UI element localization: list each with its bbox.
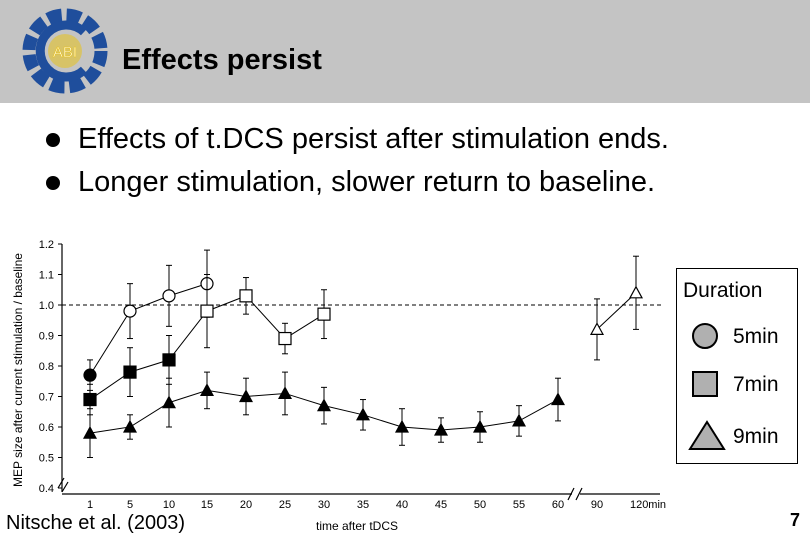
citation: Nitsche et al. (2003) bbox=[6, 512, 185, 534]
x-tick-label: 60 bbox=[552, 499, 564, 511]
data-point bbox=[162, 289, 176, 303]
data-point bbox=[199, 383, 215, 396]
x-tick-label: 15 bbox=[201, 499, 213, 511]
x-tick-label: 35 bbox=[357, 499, 369, 511]
x-tick-label: 55 bbox=[513, 499, 525, 511]
abi-logo: ABI bbox=[22, 8, 108, 94]
y-tick-label: 0.6 bbox=[39, 422, 54, 434]
y-axis-label: MEP size after current stimulation / bas… bbox=[11, 253, 25, 487]
x-tick-label: 30 bbox=[318, 499, 330, 511]
data-point bbox=[278, 331, 292, 346]
y-tick-label: 0.9 bbox=[39, 331, 54, 343]
page-title: Effects persist bbox=[122, 44, 322, 76]
data-point bbox=[83, 392, 97, 407]
x-axis: 1 5 10 15 20 25 30 35 40 45 50 55 60 90 120min bbox=[62, 487, 666, 511]
y-tick-label: 1.0 bbox=[39, 300, 54, 312]
mep-chart: 0.40.50.60.70.80.91.01.11.2 1 5 10 15 20 25 30… bbox=[11, 239, 666, 533]
chart-series bbox=[62, 249, 662, 458]
x-axis-label: time after tDCS bbox=[316, 519, 398, 533]
series-circle bbox=[83, 249, 214, 391]
x-tick-label: 40 bbox=[396, 499, 408, 511]
data-point bbox=[472, 419, 488, 433]
square-marker-icon bbox=[692, 371, 718, 397]
bullet-list: Effects of t.DCS persist after stimulati… bbox=[46, 118, 669, 204]
y-tick-label: 0.8 bbox=[39, 361, 54, 373]
bullet-dot-icon bbox=[46, 176, 60, 190]
x-tick-label: 25 bbox=[279, 499, 291, 511]
y-tick-label: 0.4 bbox=[39, 483, 54, 495]
axis-break-icon bbox=[567, 487, 583, 501]
page-number: 7 bbox=[790, 510, 801, 530]
y-tick-label: 0.5 bbox=[39, 453, 54, 465]
bullet-text: Longer stimulation, slower return to bas… bbox=[78, 166, 656, 198]
bullet-text: Effects of t.DCS persist after stimulati… bbox=[78, 123, 669, 155]
x-tick-label: 5 bbox=[127, 499, 133, 511]
x-tick-label: 50 bbox=[474, 499, 486, 511]
bullet-item: Longer stimulation, slower return to bas… bbox=[46, 161, 669, 204]
data-point bbox=[82, 425, 98, 439]
data-point bbox=[316, 398, 332, 412]
y-axis: 0.4 0.5 0.6 0.7 0.8 0.9 1.0 1.1 1.2 bbox=[39, 239, 69, 495]
y-tick-label: 1.1 bbox=[39, 270, 54, 282]
data-point bbox=[123, 304, 137, 318]
x-tick-label: 20 bbox=[240, 499, 252, 511]
data-point bbox=[433, 422, 449, 436]
legend-item-9min: 9min bbox=[677, 419, 797, 453]
data-point bbox=[317, 307, 331, 321]
logo-text: ABI bbox=[53, 44, 77, 61]
x-tick-label: 1 bbox=[87, 499, 93, 511]
data-point bbox=[589, 322, 605, 336]
x-tick-label: 90 bbox=[591, 499, 603, 511]
data-point bbox=[628, 285, 644, 299]
data-point bbox=[277, 386, 293, 400]
legend-label: 7min bbox=[733, 373, 779, 396]
legend-label: 9min bbox=[733, 425, 779, 448]
triangle-marker-icon bbox=[688, 420, 726, 450]
data-point bbox=[200, 304, 214, 318]
data-point bbox=[239, 289, 253, 303]
series-square bbox=[83, 274, 331, 416]
bullet-dot-icon bbox=[46, 133, 60, 147]
series-triangle bbox=[82, 255, 644, 458]
legend: Duration 5min 7min 9min bbox=[676, 268, 798, 464]
data-point bbox=[83, 368, 97, 382]
x-tick-label: 45 bbox=[435, 499, 447, 511]
legend-item-5min: 5min bbox=[677, 319, 797, 353]
y-tick-label: 0.7 bbox=[39, 392, 54, 404]
data-point bbox=[550, 392, 566, 406]
data-point bbox=[162, 353, 176, 367]
data-point bbox=[123, 365, 137, 379]
legend-item-7min: 7min bbox=[677, 367, 797, 401]
series-line bbox=[596, 292, 637, 330]
legend-label: 5min bbox=[733, 325, 779, 348]
data-point bbox=[161, 395, 177, 409]
x-tick-label: 120min bbox=[630, 499, 666, 511]
data-point bbox=[511, 413, 527, 427]
legend-title: Duration bbox=[683, 279, 763, 302]
data-point bbox=[238, 389, 254, 403]
circle-marker-icon bbox=[692, 323, 718, 349]
axis-break-icon bbox=[57, 477, 69, 493]
series-line bbox=[89, 283, 208, 376]
y-tick-label: 1.2 bbox=[39, 239, 54, 251]
x-tick-label: 10 bbox=[163, 499, 175, 511]
slide-header: ABI Effects persist bbox=[0, 0, 810, 103]
data-point bbox=[122, 419, 138, 433]
bullet-item: Effects of t.DCS persist after stimulati… bbox=[46, 118, 669, 161]
data-point bbox=[394, 419, 410, 433]
data-point bbox=[355, 407, 371, 421]
